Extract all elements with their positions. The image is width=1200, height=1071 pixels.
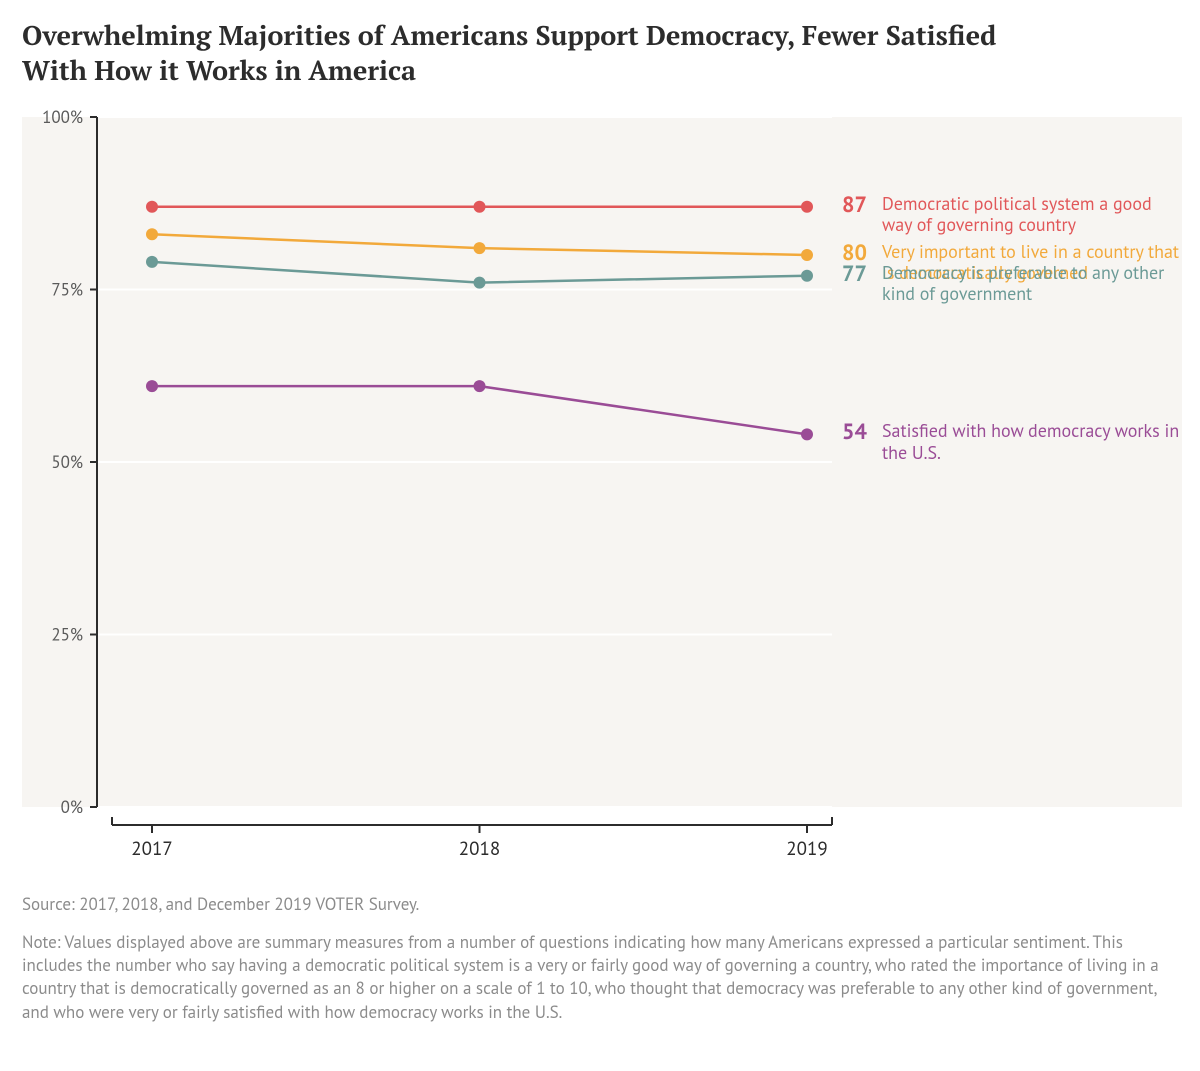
series-point-democracy_preferable: [801, 270, 813, 282]
series-point-dem_system_good: [801, 201, 813, 213]
series-point-democracy_preferable: [146, 256, 158, 268]
legend-label: Democratic political system a good way o…: [882, 193, 1182, 235]
y-tick-label: 0%: [61, 796, 83, 818]
figure-container: Overwhelming Majorities of Americans Sup…: [0, 0, 1200, 1040]
series-point-important_dem_governed: [801, 249, 813, 261]
series-point-important_dem_governed: [146, 228, 158, 240]
series-point-important_dem_governed: [474, 242, 486, 254]
chart-row: 0%25%50%75%100%201720182019 87Democratic…: [22, 109, 1178, 879]
legend-end-value: 54: [842, 420, 872, 446]
note-text: Note: Values displayed above are summary…: [22, 931, 1178, 1025]
legend-item-satisfied_us: 54 Satisfied with how democracy works in …: [842, 420, 1182, 462]
source-text: Source: 2017, 2018, and December 2019 VO…: [22, 893, 1178, 916]
series-point-satisfied_us: [146, 380, 158, 392]
y-tick-label: 25%: [51, 624, 83, 646]
chart-footer: Source: 2017, 2018, and December 2019 VO…: [22, 893, 1178, 1024]
series-point-satisfied_us: [474, 380, 486, 392]
x-tick-label: 2018: [459, 837, 500, 861]
series-point-dem_system_good: [474, 201, 486, 213]
x-tick-label: 2017: [131, 837, 172, 861]
series-point-dem_system_good: [146, 201, 158, 213]
x-tick-label: 2019: [786, 837, 827, 861]
legend-item-democracy_preferable: 77 Democracy is preferable to any other k…: [842, 262, 1182, 304]
y-tick-label: 100%: [42, 109, 83, 128]
legend-end-value: 77: [842, 262, 872, 288]
legend-item-dem_system_good: 87 Democratic political system a good way…: [842, 193, 1182, 235]
y-tick-label: 75%: [51, 279, 83, 301]
series-point-satisfied_us: [801, 428, 813, 440]
legend-end-value: 87: [842, 193, 872, 219]
legend-label: Satisfied with how democracy works in th…: [882, 420, 1182, 462]
chart-title: Overwhelming Majorities of Americans Sup…: [22, 18, 1022, 87]
y-tick-label: 50%: [51, 451, 83, 473]
legend-label: Democracy is preferable to any other kin…: [882, 262, 1182, 304]
series-point-democracy_preferable: [474, 277, 486, 289]
